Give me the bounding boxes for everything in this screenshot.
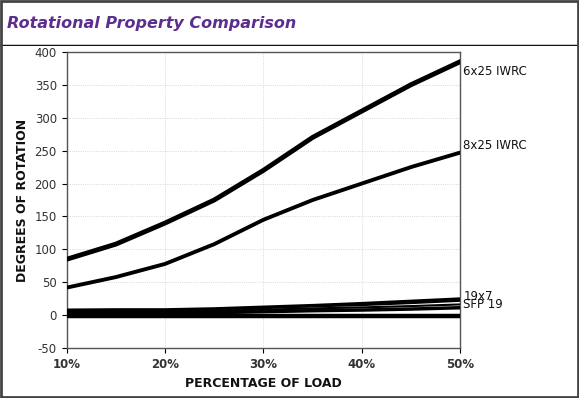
X-axis label: PERCENTAGE OF LOAD: PERCENTAGE OF LOAD: [185, 377, 342, 390]
Y-axis label: DEGREES OF ROTATION: DEGREES OF ROTATION: [16, 119, 29, 281]
Text: SFP 19: SFP 19: [463, 298, 503, 311]
Text: 6x25 IWRC: 6x25 IWRC: [463, 65, 527, 78]
Text: 8x25 IWRC: 8x25 IWRC: [463, 139, 527, 152]
Text: 19x7: 19x7: [463, 290, 493, 303]
Text: Rotational Property Comparison: Rotational Property Comparison: [7, 16, 296, 31]
